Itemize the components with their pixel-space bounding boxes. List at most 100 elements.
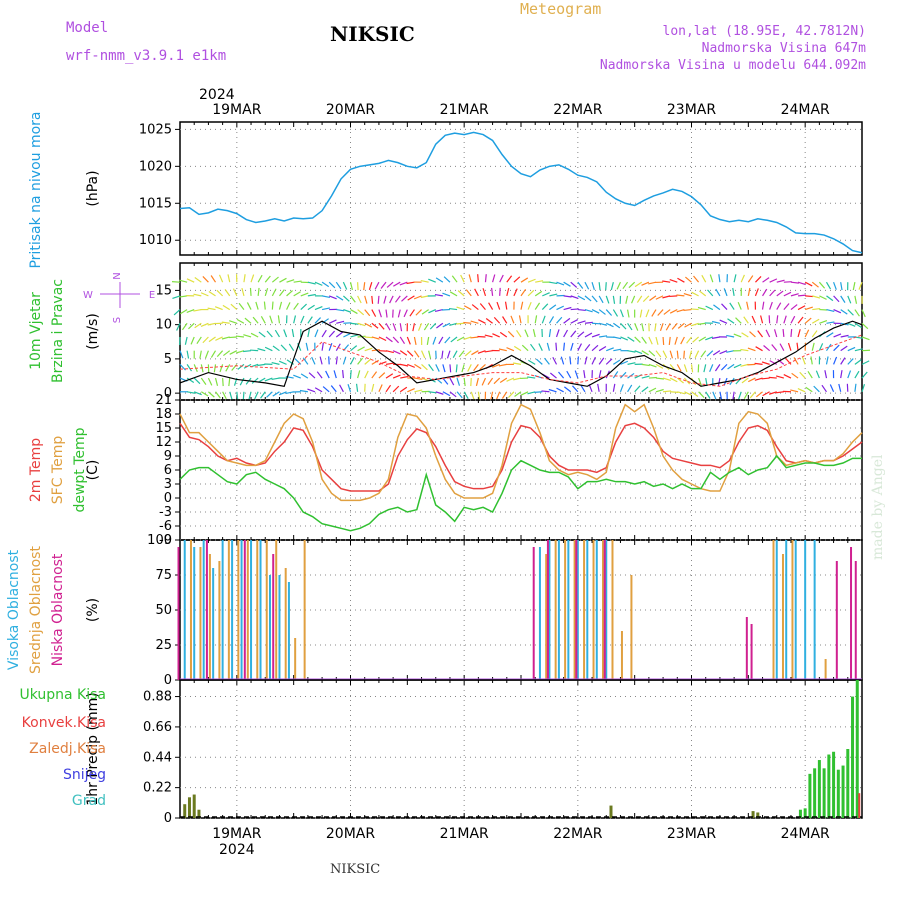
wind-barb — [238, 302, 245, 310]
wind-barb — [280, 344, 287, 352]
wind-barb — [528, 359, 536, 365]
wind-barb — [775, 391, 784, 394]
wind-barb — [399, 350, 408, 356]
bottom-date-label: 23MAR — [667, 826, 716, 842]
wind-barb — [663, 309, 671, 315]
wind-barb — [210, 275, 217, 283]
wind-barb — [271, 361, 280, 365]
wind-barb — [328, 295, 337, 300]
wind-barb — [776, 279, 785, 283]
wind-barb — [584, 281, 590, 290]
wind-barb — [378, 336, 387, 342]
wind-barb — [683, 377, 691, 385]
wind-barb — [783, 315, 787, 324]
wind-barb — [506, 347, 515, 352]
wind-barb — [401, 295, 408, 302]
cloud-panel-ytick-label: 0 — [164, 673, 172, 688]
wind-barb — [627, 350, 636, 353]
precip-panel-ytick-label: 0.44 — [143, 750, 172, 765]
wind-barb — [442, 377, 449, 385]
dewpt-title: dewpt Temp — [72, 427, 88, 512]
wind-barb — [477, 274, 479, 283]
wind-barb — [527, 376, 536, 379]
wind-barb — [591, 282, 595, 291]
wind-barb — [847, 309, 854, 316]
wind-barb — [319, 356, 323, 365]
wind-barb — [833, 333, 842, 338]
wind-barb — [790, 315, 796, 324]
wind-barb — [684, 276, 692, 283]
wind-barb — [790, 304, 798, 311]
wind-barb — [769, 289, 776, 297]
wind-barb — [732, 287, 735, 296]
wind-barb — [605, 358, 613, 365]
wind-barb — [371, 295, 374, 304]
wind-barb — [782, 328, 785, 338]
wind-barb — [188, 322, 195, 330]
wind-barb — [527, 278, 536, 283]
wind-barb — [847, 370, 852, 379]
wind-barb — [293, 280, 302, 283]
wind-barb — [634, 281, 643, 288]
pressure-title: Pritisak na nivou mora — [28, 111, 44, 268]
top-date-label: 21MAR — [440, 102, 489, 118]
wind-barb — [854, 309, 860, 317]
wind-barb — [847, 295, 852, 304]
wind-barb — [649, 295, 657, 302]
wind-barb — [812, 295, 821, 299]
wind-barb — [314, 317, 322, 324]
wind-barb — [449, 377, 455, 386]
temperature-panel-ytick-label: 3 — [164, 477, 172, 492]
wind-barb — [811, 330, 818, 338]
wind-barb — [406, 350, 414, 357]
wind-barb — [847, 346, 856, 352]
wind-barb — [719, 350, 728, 355]
wind-barb — [236, 318, 245, 324]
wind-barb — [740, 363, 749, 367]
wind-barb — [642, 295, 650, 303]
temperature-panel-ytick-label: -3 — [159, 505, 172, 520]
wind-barb — [692, 336, 700, 343]
wind-barb — [380, 281, 387, 289]
wind-barb — [314, 387, 323, 393]
wind-barb — [861, 371, 868, 379]
wind-barb — [570, 295, 579, 299]
wind-barb — [288, 343, 295, 352]
wind-barb — [634, 336, 641, 343]
wind-barb — [743, 316, 749, 324]
wind-barb — [208, 290, 216, 297]
wind-barb — [371, 383, 375, 392]
wind-barb — [278, 289, 285, 297]
wind-barb — [200, 292, 209, 297]
wind-barb — [363, 282, 366, 291]
wind-barb — [397, 309, 401, 318]
wind-barb — [412, 323, 416, 332]
wind-barb — [492, 363, 500, 368]
pressure-panel-series-pressure — [179, 131, 863, 254]
wind-barb — [314, 281, 323, 286]
wind-barb — [563, 317, 571, 324]
wind-barb — [400, 363, 409, 367]
wind-barb — [826, 308, 835, 313]
wind-barb — [271, 377, 280, 381]
wind-barb — [260, 315, 266, 324]
precip-bar-total — [192, 794, 196, 818]
wind-barb — [221, 336, 230, 340]
wind-barb — [467, 364, 472, 372]
meteogram-title: Meteogram — [520, 0, 602, 18]
wind-barb — [727, 318, 735, 324]
wind-barb — [463, 378, 466, 387]
wind-barb — [441, 350, 444, 359]
wind-barb — [307, 388, 316, 393]
wind-barb — [558, 371, 565, 379]
wind-barb — [314, 305, 323, 311]
model-label: Model — [66, 20, 109, 36]
wind-barb — [655, 295, 664, 300]
wind-barb — [385, 384, 392, 393]
wind-barb — [210, 350, 217, 358]
top-date-label: 22MAR — [553, 102, 602, 118]
wind-barb — [302, 357, 309, 365]
wind-barb — [732, 391, 735, 400]
wind-barb — [662, 336, 665, 346]
wind-barb — [741, 377, 749, 384]
